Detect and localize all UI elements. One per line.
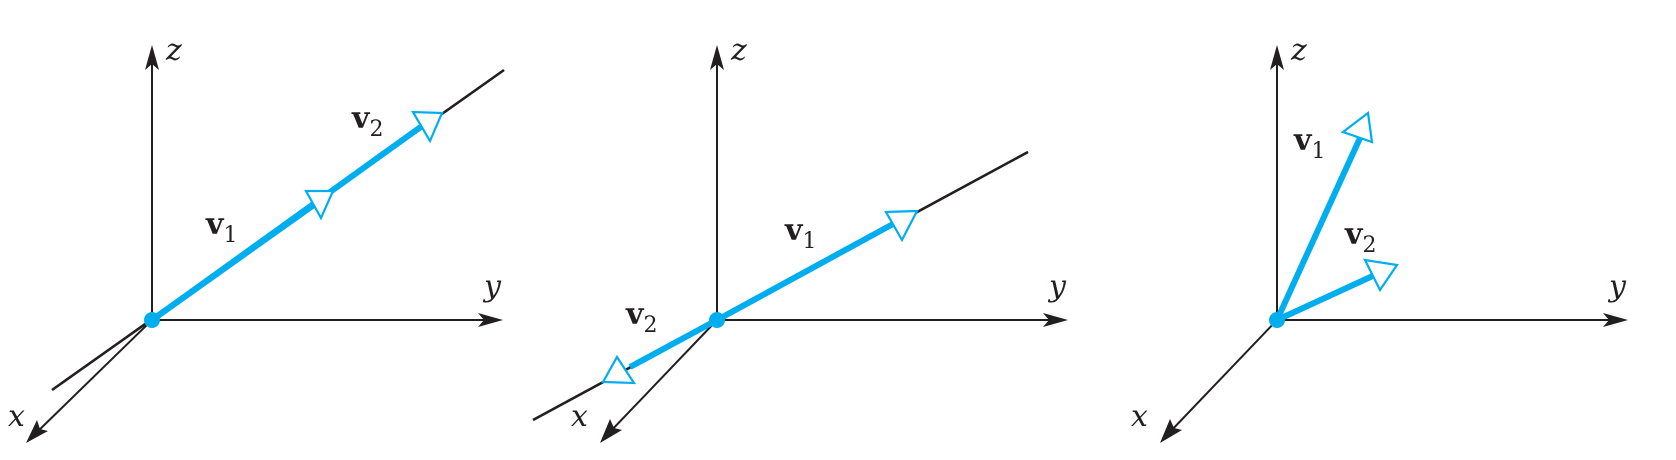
panel-1: z y x v1 v2: [8, 33, 505, 443]
vector-v1: [715, 221, 895, 323]
y-axis-label: y: [1607, 269, 1627, 304]
origin-point: [144, 312, 160, 328]
panel-3: z y x v1 v2: [1131, 33, 1628, 443]
v2-label: v2: [351, 101, 383, 142]
v1-arrowhead-icon: [1340, 110, 1374, 144]
x-axis-arrow-icon: [600, 419, 622, 443]
y-axis-label: y: [482, 269, 502, 304]
z-axis-label: z: [730, 33, 747, 68]
panel-1-axes: [26, 45, 503, 443]
x-axis: [33, 319, 153, 436]
vector-v2: [628, 317, 719, 370]
v1-label: v1: [205, 207, 237, 248]
v1-arrowhead-icon: [884, 209, 919, 243]
z-axis-label: z: [165, 33, 182, 68]
x-axis-label: x: [8, 399, 25, 434]
v1-arrowhead-icon: [304, 189, 335, 221]
x-axis-arrow-icon: [1160, 419, 1182, 443]
y-axis-label: y: [1047, 269, 1067, 304]
v2-arrowhead-icon: [1363, 258, 1399, 293]
panel-3-axes: [1160, 45, 1628, 443]
z-axis-arrow-icon: [1270, 45, 1284, 70]
v2-label: v2: [625, 297, 657, 338]
x-axis: [1167, 319, 1278, 435]
vector-v2: [1275, 271, 1379, 323]
v2-arrowhead-icon: [411, 110, 444, 144]
y-axis-arrow-icon: [478, 313, 503, 327]
v1-label: v1: [1293, 123, 1325, 164]
y-axis-arrow-icon: [1043, 313, 1068, 327]
v2-label: v2: [1344, 217, 1376, 258]
vector-v1: [1274, 136, 1363, 322]
v2-arrowhead-icon: [601, 354, 637, 385]
v1-label: v1: [784, 213, 816, 254]
x-axis-label: x: [1131, 399, 1148, 434]
y-axis-arrow-icon: [1603, 313, 1628, 327]
z-axis-arrow-icon: [710, 45, 724, 70]
x-axis: [607, 319, 718, 435]
panel-2: z y x v1 v2: [532, 33, 1068, 443]
z-axis-label: z: [1290, 33, 1307, 68]
origin-point: [709, 312, 725, 328]
x-axis-arrow-icon: [26, 420, 48, 443]
x-axis-label: x: [571, 399, 588, 434]
z-axis-arrow-icon: [145, 45, 159, 70]
vector-v1: [150, 199, 320, 323]
panel-2-axes: [600, 45, 1068, 443]
origin-point: [1269, 312, 1285, 328]
